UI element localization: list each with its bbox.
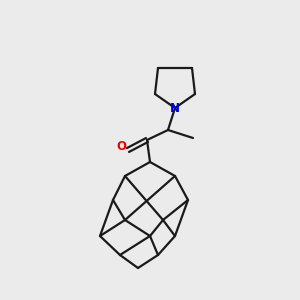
Text: N: N xyxy=(170,101,180,115)
Text: O: O xyxy=(116,140,126,152)
